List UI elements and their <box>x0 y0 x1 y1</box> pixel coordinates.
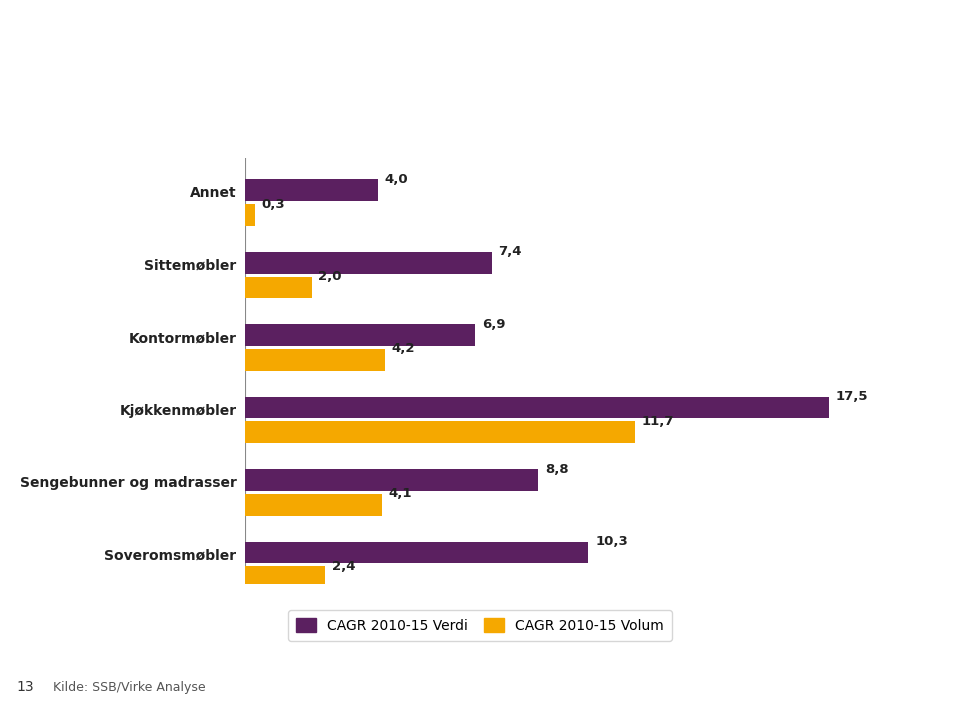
Text: 17,5: 17,5 <box>835 390 868 403</box>
Text: kjøkkenmøbler både i volum og verdi: kjøkkenmøbler både i volum og verdi <box>24 86 577 116</box>
Text: Den gjennomsnittlige årlige veksten er størst for: Den gjennomsnittlige årlige veksten er s… <box>24 37 756 67</box>
Text: 4,1: 4,1 <box>388 488 412 500</box>
Bar <box>245 566 324 588</box>
Text: 7,4: 7,4 <box>498 245 522 258</box>
Bar <box>245 252 492 274</box>
Bar <box>245 204 254 226</box>
Bar <box>245 397 828 419</box>
Text: Kilde: SSB/Virke Analyse: Kilde: SSB/Virke Analyse <box>53 681 205 694</box>
Text: 13: 13 <box>16 680 34 695</box>
Bar <box>245 179 378 201</box>
Bar <box>245 277 311 298</box>
Text: 11,7: 11,7 <box>642 415 674 428</box>
Text: 8,8: 8,8 <box>545 462 568 475</box>
Text: 2,4: 2,4 <box>331 560 355 573</box>
Text: 0,3: 0,3 <box>261 198 285 211</box>
Text: 2,0: 2,0 <box>318 270 342 283</box>
Bar <box>245 469 539 491</box>
Bar <box>245 541 588 564</box>
Legend: CAGR 2010-15 Verdi, CAGR 2010-15 Volum: CAGR 2010-15 Verdi, CAGR 2010-15 Volum <box>288 610 672 641</box>
Text: 6,9: 6,9 <box>482 318 505 331</box>
Bar <box>245 494 381 516</box>
Text: 4,0: 4,0 <box>385 173 409 186</box>
Bar <box>245 349 385 371</box>
Bar <box>245 422 636 443</box>
Text: 10,3: 10,3 <box>595 535 628 548</box>
Bar <box>245 324 475 346</box>
Text: 4,2: 4,2 <box>392 343 415 356</box>
